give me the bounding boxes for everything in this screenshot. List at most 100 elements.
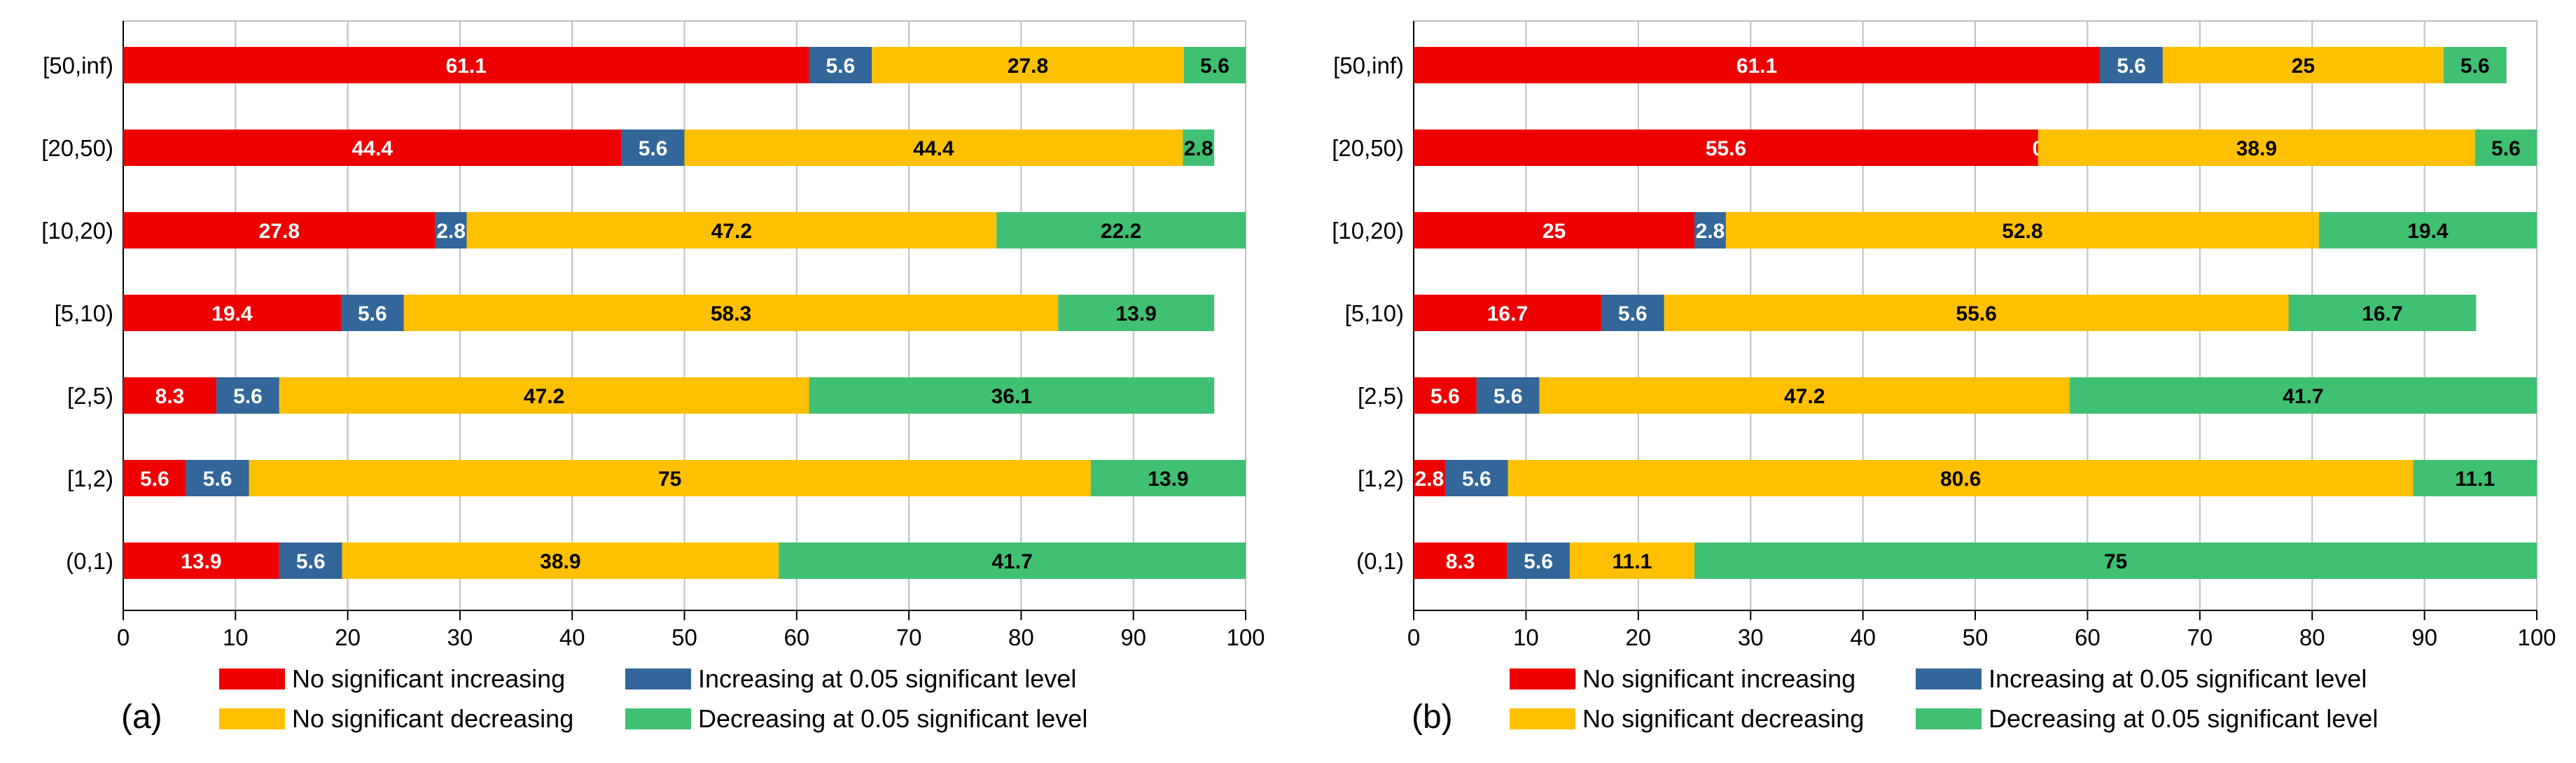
data-label: 80.6 <box>1940 468 1981 491</box>
category-label: (0,1) <box>1356 548 1404 574</box>
x-tick-label: 100 <box>2517 624 2556 650</box>
data-label: 2.8 <box>1184 137 1213 160</box>
data-label: 11.1 <box>2455 468 2495 491</box>
data-label: 5.6 <box>2491 137 2521 160</box>
legend-swatch <box>1916 708 1982 729</box>
data-label: 38.9 <box>540 550 580 573</box>
data-label: 41.7 <box>991 550 1032 573</box>
x-tick-label: 20 <box>1625 624 1651 650</box>
data-label: 75 <box>2104 550 2127 573</box>
x-tick-label: 0 <box>117 624 130 650</box>
x-tick-label: 0 <box>1407 624 1420 650</box>
category-label: [50,inf) <box>43 52 113 78</box>
data-label: 19.4 <box>211 302 253 326</box>
data-label: 58.3 <box>711 302 751 326</box>
data-label: 13.9 <box>1116 302 1157 326</box>
category-label: (0,1) <box>66 548 113 574</box>
chart-panel-b: 0 10 20 30 40 50 60 70 80 90 100[50,inf)[20,50)[10… <box>1332 21 2556 736</box>
data-label: 36.1 <box>991 385 1032 408</box>
x-tick-label: 50 <box>671 624 697 650</box>
data-label: 5.6 <box>358 302 387 326</box>
data-label: 2.8 <box>1696 220 1725 243</box>
data-label: 25 <box>2292 55 2315 78</box>
data-label: 5.6 <box>2460 55 2490 78</box>
data-label: 61.1 <box>446 55 487 78</box>
data-label: 5.6 <box>639 137 668 160</box>
data-label: 25 <box>1543 220 1566 243</box>
x-tick-label: 90 <box>2411 624 2437 650</box>
data-label: 52.8 <box>2002 220 2042 243</box>
x-tick-label: 30 <box>447 624 473 650</box>
x-tick-label: 30 <box>1738 624 1764 650</box>
data-label: 5.6 <box>1494 385 1523 408</box>
category-label: [5,10) <box>1345 300 1404 326</box>
x-tick-label: 90 <box>1120 624 1146 650</box>
x-tick-label: 80 <box>2299 624 2325 650</box>
category-label: [10,20) <box>41 218 113 244</box>
figure: 0 10 20 30 40 50 60 70 80 90 100[50,inf)[20,50)[10… <box>0 0 2576 763</box>
data-label: 22.2 <box>1101 220 1141 243</box>
x-tick-label: 70 <box>896 624 922 650</box>
legend: No significant increasing Increasing at 0… <box>219 664 1087 733</box>
data-label: 27.8 <box>259 220 300 243</box>
data-label: 16.7 <box>1487 302 1528 326</box>
data-label: 47.2 <box>524 385 564 408</box>
category-label: [1,2) <box>1358 465 1404 491</box>
chart-panel-a: 0 10 20 30 40 50 60 70 80 90 100[50,inf)[20,50)[10… <box>41 21 1265 736</box>
data-label: 5.6 <box>2117 55 2146 78</box>
legend-swatch <box>219 668 285 690</box>
data-label: 38.9 <box>2236 137 2277 160</box>
data-label: 47.2 <box>1784 385 1825 408</box>
data-label: 44.4 <box>913 137 954 160</box>
data-label: 5.6 <box>233 385 263 408</box>
data-label: 5.6 <box>296 550 326 573</box>
legend-swatch <box>1510 668 1575 690</box>
legend-label: Decreasing at 0.05 significant level <box>1989 704 2378 733</box>
data-label: 8.3 <box>1446 550 1475 573</box>
data-label: 5.6 <box>1524 550 1553 573</box>
data-label: 2.8 <box>436 220 466 243</box>
legend-label: Decreasing at 0.05 significant level <box>698 704 1087 733</box>
data-label: 5.6 <box>140 468 169 491</box>
category-label: [2,5) <box>1358 383 1404 409</box>
data-label: 5.6 <box>826 55 855 78</box>
category-label: [1,2) <box>67 465 113 491</box>
x-tick-label: 70 <box>2187 624 2213 650</box>
panel-label: (a) <box>121 699 162 736</box>
x-tick-label: 60 <box>2075 624 2101 650</box>
category-label: [20,50) <box>1332 135 1404 161</box>
legend: No significant increasing Increasing at 0… <box>1510 664 2378 733</box>
legend-swatch <box>219 708 285 729</box>
x-tick-label: 10 <box>223 624 249 650</box>
x-tick-label: 10 <box>1513 624 1539 650</box>
data-label: 47.2 <box>711 220 752 243</box>
x-tick-label: 60 <box>784 624 809 650</box>
legend-swatch <box>625 708 691 729</box>
panel-label: (b) <box>1412 699 1453 736</box>
data-label: 55.6 <box>1956 302 1996 326</box>
data-label: 55.6 <box>1706 137 1746 160</box>
category-label: [10,20) <box>1332 218 1404 244</box>
legend-label: No significant increasing <box>1582 664 1856 693</box>
category-label: [2,5) <box>67 383 113 409</box>
data-label: 27.8 <box>1008 55 1048 78</box>
legend-label: Increasing at 0.05 significant level <box>698 664 1076 693</box>
category-label: [5,10) <box>55 300 113 326</box>
x-tick-label: 50 <box>1963 624 1989 650</box>
legend-swatch <box>625 668 691 690</box>
category-label: [20,50) <box>41 135 113 161</box>
data-label: 13.9 <box>181 550 221 573</box>
data-label: 8.3 <box>155 385 185 408</box>
data-label: 5.6 <box>1618 302 1648 326</box>
data-label: 2.8 <box>1415 468 1444 491</box>
data-label: 44.4 <box>352 137 394 160</box>
x-tick-label: 20 <box>335 624 361 650</box>
legend-label: No significant increasing <box>292 664 565 693</box>
legend-label: No significant decreasing <box>292 704 573 733</box>
data-label: 5.6 <box>1200 55 1230 78</box>
data-label: 5.6 <box>203 468 232 491</box>
data-label: 5.6 <box>1462 468 1491 491</box>
data-label: 19.4 <box>2407 220 2449 243</box>
x-tick-label: 40 <box>559 624 585 650</box>
legend-swatch <box>1510 708 1575 729</box>
